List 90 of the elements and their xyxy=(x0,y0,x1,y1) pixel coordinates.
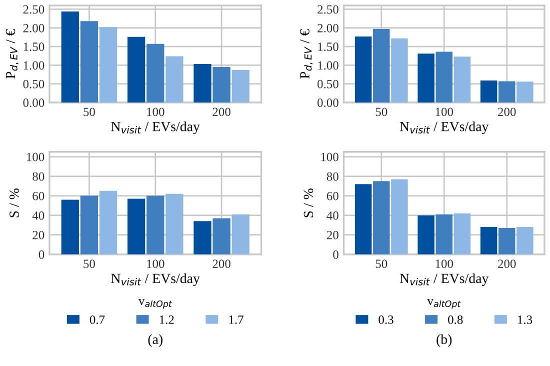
y-tick-label: 2.50 xyxy=(23,5,44,14)
legend-title: v$_{altOpt}$ xyxy=(427,299,461,309)
y-tick-label: 100 xyxy=(321,152,338,162)
y-tick-label: 0 xyxy=(38,250,44,259)
bar xyxy=(99,27,118,102)
y-axis-title: P$_{d,EV}$ / € xyxy=(6,29,18,79)
bar xyxy=(498,228,516,254)
y-tick-label: 0.50 xyxy=(317,80,338,88)
bar xyxy=(454,213,471,254)
y-tick-label: 60 xyxy=(32,192,44,200)
bar xyxy=(194,64,212,102)
legend-label: 1.2 xyxy=(160,316,174,324)
legend-label: 1.3 xyxy=(518,316,532,324)
x-tick-label: 100 xyxy=(147,260,164,268)
y-tick-label: 2.00 xyxy=(23,24,44,32)
bar xyxy=(212,218,230,254)
legend-label: 1.7 xyxy=(229,316,244,324)
bar xyxy=(454,56,471,102)
x-tick-label: 200 xyxy=(498,260,516,268)
y-tick-label: 60 xyxy=(326,192,338,200)
bar xyxy=(418,215,434,254)
x-tick-label: 200 xyxy=(212,108,230,116)
bar xyxy=(61,200,79,254)
x-tick-label: 50 xyxy=(84,108,95,116)
bar xyxy=(480,227,498,254)
bar xyxy=(99,190,118,254)
x-tick-label: 200 xyxy=(498,108,516,116)
bar xyxy=(146,196,164,254)
y-tick-label: 0 xyxy=(333,250,338,259)
bar xyxy=(354,36,372,102)
text: (a) xyxy=(148,334,162,347)
x-axis-title: N$_{visit}$ / EVs/day xyxy=(400,273,489,286)
bar xyxy=(391,38,408,102)
bar xyxy=(373,181,390,254)
bar xyxy=(194,221,212,254)
y-tick-label: 2.50 xyxy=(318,5,338,14)
bar xyxy=(127,198,146,254)
legend-label: 0.3 xyxy=(378,316,394,324)
x-tick-label: 50 xyxy=(84,260,95,268)
y-axis-title: P$_{d,EV}$ / € xyxy=(300,29,313,79)
bar xyxy=(391,179,408,254)
y-tick-label: 0.50 xyxy=(23,80,44,88)
x-axis-title: N$_{visit}$ / EVs/day xyxy=(111,273,200,286)
y-tick-label: 1.00 xyxy=(318,61,338,70)
text: (b) xyxy=(436,334,452,347)
bar xyxy=(498,81,516,102)
y-tick-label: 2.00 xyxy=(318,24,338,32)
y-tick-label: 1.00 xyxy=(24,61,44,70)
y-tick-label: 20 xyxy=(326,230,338,240)
y-tick-label: 0.00 xyxy=(317,98,338,107)
x-tick-label: 50 xyxy=(376,108,388,116)
bar xyxy=(373,28,390,102)
x-axis-title: N$_{visit}$ / EVs/day xyxy=(111,121,200,134)
bar xyxy=(80,196,98,254)
bar xyxy=(166,56,184,102)
y-tick-label: 20 xyxy=(32,230,44,240)
x-tick-label: 100 xyxy=(436,108,454,116)
bar xyxy=(354,184,372,254)
legend-label: 0.7 xyxy=(90,316,105,324)
x-tick-label: 100 xyxy=(436,260,454,268)
bar xyxy=(516,82,534,102)
bar xyxy=(232,214,250,254)
bar xyxy=(516,227,534,254)
y-tick-label: 1.50 xyxy=(24,42,44,52)
bar xyxy=(80,21,98,102)
y-tick-label: 80 xyxy=(32,172,44,181)
y-tick-label: 1.50 xyxy=(318,42,338,52)
bar xyxy=(146,44,164,102)
y-tick-label: 40 xyxy=(32,211,44,220)
y-axis-title: S / % xyxy=(10,188,19,218)
y-tick-label: 40 xyxy=(326,211,338,220)
x-tick-label: 100 xyxy=(147,108,164,116)
bar xyxy=(166,194,184,254)
y-tick-label: 100 xyxy=(26,152,44,162)
y-tick-label: 80 xyxy=(326,172,338,181)
bar xyxy=(436,214,452,254)
bar xyxy=(212,67,230,102)
bar xyxy=(418,54,434,102)
legend-title: v$_{altOpt}$ xyxy=(138,299,172,309)
x-tick-label: 200 xyxy=(212,260,230,268)
legend-label: 0.8 xyxy=(448,316,463,324)
y-tick-label: 0.00 xyxy=(23,98,44,107)
bar xyxy=(436,52,452,102)
bar xyxy=(232,70,250,102)
x-axis-title: N$_{visit}$ / EVs/day xyxy=(400,121,489,134)
bar xyxy=(127,36,146,102)
y-axis-title: S / % xyxy=(304,188,314,218)
bar xyxy=(61,11,79,102)
x-tick-label: 50 xyxy=(376,260,388,268)
bar xyxy=(480,80,498,102)
